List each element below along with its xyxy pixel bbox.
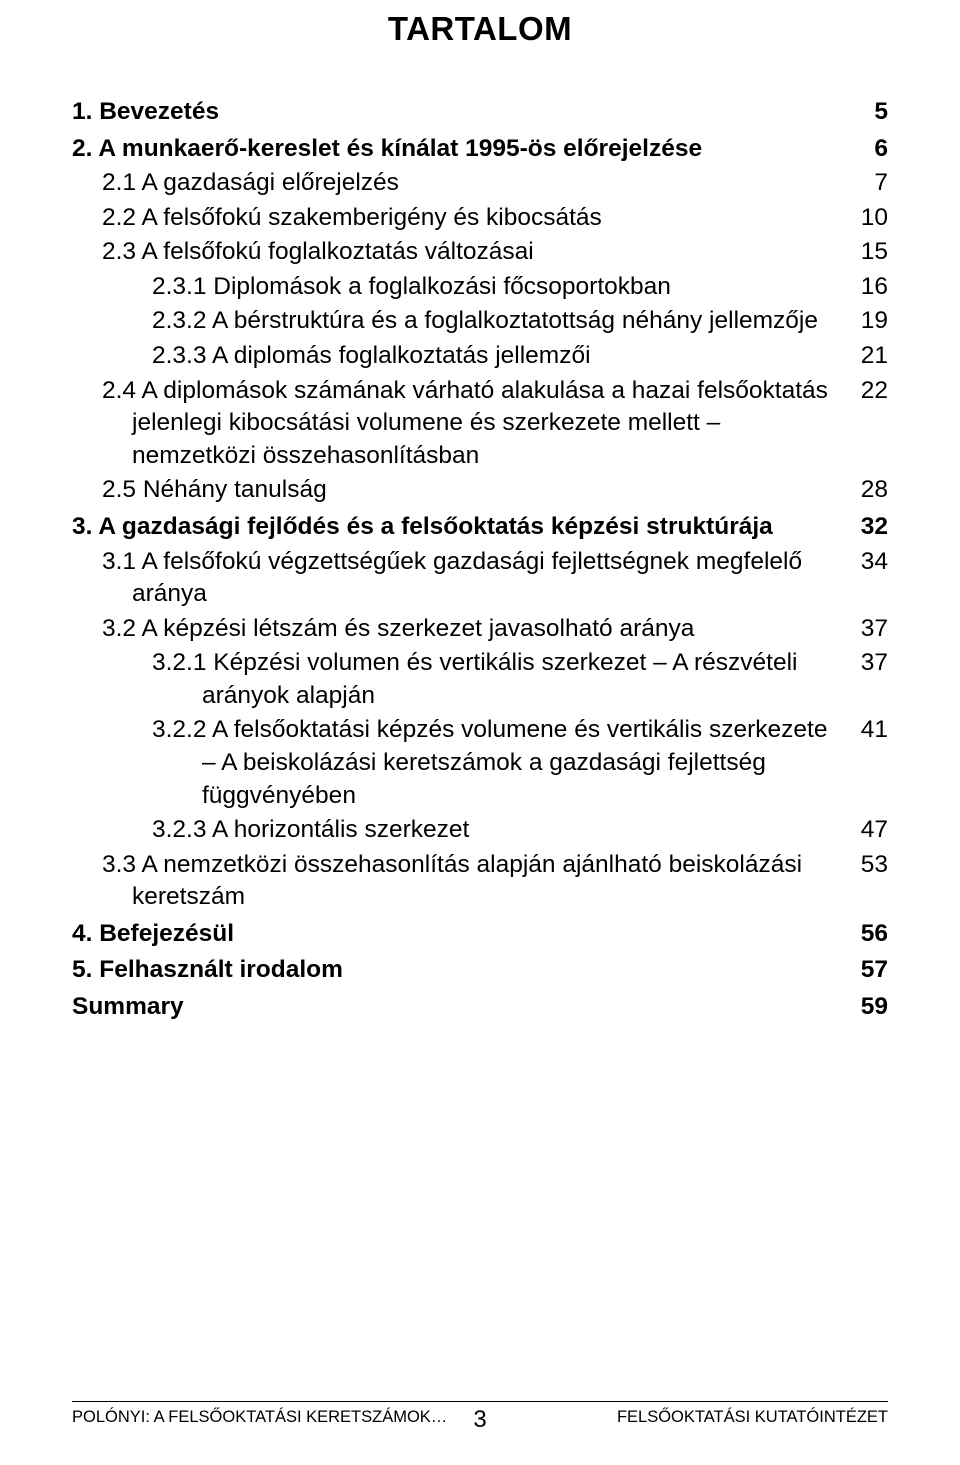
toc-row: 2.5 Néhány tanulság28	[72, 474, 888, 507]
toc-row: 3.2.2 A felsőoktatási képzés volumene és…	[72, 714, 888, 812]
toc-label: 4. Befejezésül	[72, 918, 832, 951]
document-page: TARTALOM 1. Bevezetés52. A munkaerő-kere…	[0, 0, 960, 1465]
toc-label: 2.5 Néhány tanulság	[102, 474, 832, 507]
toc-page-number: 15	[832, 236, 888, 269]
page-title: TARTALOM	[72, 10, 888, 48]
toc-label: 2.3.1 Diplomások a foglalkozási főcsopor…	[152, 271, 832, 304]
toc-row: 2.3.2 A bérstruktúra és a foglalkoztatot…	[72, 305, 888, 338]
toc-row: 2.2 A felsőfokú szakemberigény és kibocs…	[72, 202, 888, 235]
toc-page-number: 28	[832, 474, 888, 507]
toc-row: 4. Befejezésül56	[72, 918, 888, 951]
toc-page-number: 16	[832, 271, 888, 304]
footer-right: FELSŐOKTATÁSI KUTATÓINTÉZET	[617, 1408, 888, 1427]
toc-label: 2.1 A gazdasági előrejelzés	[102, 167, 832, 200]
toc-page-number: 6	[832, 133, 888, 166]
toc-label: 5. Felhasznált irodalom	[72, 954, 832, 987]
toc-label: Summary	[72, 991, 832, 1024]
footer-page-number: 3	[473, 1406, 486, 1434]
toc-label: 1. Bevezetés	[72, 96, 832, 129]
toc-row: 3.1 A felsőfokú végzettségűek gazdasági …	[72, 546, 888, 611]
toc-page-number: 21	[832, 340, 888, 373]
toc-label: 3.2.2 A felsőoktatási képzés volumene és…	[152, 714, 832, 812]
toc-page-number: 5	[832, 96, 888, 129]
toc-row: 2.3.3 A diplomás foglalkoztatás jellemző…	[72, 340, 888, 373]
toc-page-number: 32	[832, 511, 888, 544]
toc-page-number: 37	[832, 647, 888, 680]
toc-row: 3.2 A képzési létszám és szerkezet javas…	[72, 613, 888, 646]
toc-row: 2.3 A felsőfokú foglalkoztatás változása…	[72, 236, 888, 269]
toc-label: 3.2 A képzési létszám és szerkezet javas…	[102, 613, 832, 646]
toc-page-number: 47	[832, 814, 888, 847]
table-of-contents: 1. Bevezetés52. A munkaerő-kereslet és k…	[72, 96, 888, 1024]
toc-label: 3.2.3 A horizontális szerkezet	[152, 814, 832, 847]
toc-row: 3.2.1 Képzési volumen és vertikális szer…	[72, 647, 888, 712]
toc-page-number: 10	[832, 202, 888, 235]
toc-label: 2.3 A felsőfokú foglalkoztatás változása…	[102, 236, 832, 269]
toc-label: 3.1 A felsőfokú végzettségűek gazdasági …	[102, 546, 832, 611]
toc-label: 2.4 A diplomások számának várható alakul…	[102, 375, 832, 473]
toc-page-number: 19	[832, 305, 888, 338]
toc-label: 2. A munkaerő-kereslet és kínálat 1995-ö…	[72, 133, 832, 166]
toc-label: 3. A gazdasági fejlődés és a felsőoktatá…	[72, 511, 832, 544]
footer-left: POLÓNYI: A FELSŐOKTATÁSI KERETSZÁMOK…	[72, 1408, 447, 1427]
toc-row: 1. Bevezetés5	[72, 96, 888, 129]
toc-row: 3.2.3 A horizontális szerkezet47	[72, 814, 888, 847]
toc-page-number: 22	[832, 375, 888, 408]
toc-row: 2.3.1 Diplomások a foglalkozási főcsopor…	[72, 271, 888, 304]
toc-row: 2. A munkaerő-kereslet és kínálat 1995-ö…	[72, 133, 888, 166]
toc-page-number: 57	[832, 954, 888, 987]
toc-page-number: 56	[832, 918, 888, 951]
toc-row: 5. Felhasznált irodalom57	[72, 954, 888, 987]
toc-label: 2.2 A felsőfokú szakemberigény és kibocs…	[102, 202, 832, 235]
toc-label: 3.2.1 Képzési volumen és vertikális szer…	[152, 647, 832, 712]
toc-page-number: 59	[832, 991, 888, 1024]
toc-label: 3.3 A nemzetközi összehasonlítás alapján…	[102, 849, 832, 914]
page-footer: POLÓNYI: A FELSŐOKTATÁSI KERETSZÁMOK… 3 …	[72, 1401, 888, 1427]
toc-row: Summary59	[72, 991, 888, 1024]
toc-page-number: 34	[832, 546, 888, 579]
toc-row: 2.4 A diplomások számának várható alakul…	[72, 375, 888, 473]
toc-page-number: 41	[832, 714, 888, 747]
toc-label: 2.3.2 A bérstruktúra és a foglalkoztatot…	[152, 305, 832, 338]
toc-row: 3. A gazdasági fejlődés és a felsőoktatá…	[72, 511, 888, 544]
toc-row: 3.3 A nemzetközi összehasonlítás alapján…	[72, 849, 888, 914]
toc-row: 2.1 A gazdasági előrejelzés7	[72, 167, 888, 200]
toc-page-number: 7	[832, 167, 888, 200]
toc-page-number: 37	[832, 613, 888, 646]
toc-page-number: 53	[832, 849, 888, 882]
toc-label: 2.3.3 A diplomás foglalkoztatás jellemző…	[152, 340, 832, 373]
